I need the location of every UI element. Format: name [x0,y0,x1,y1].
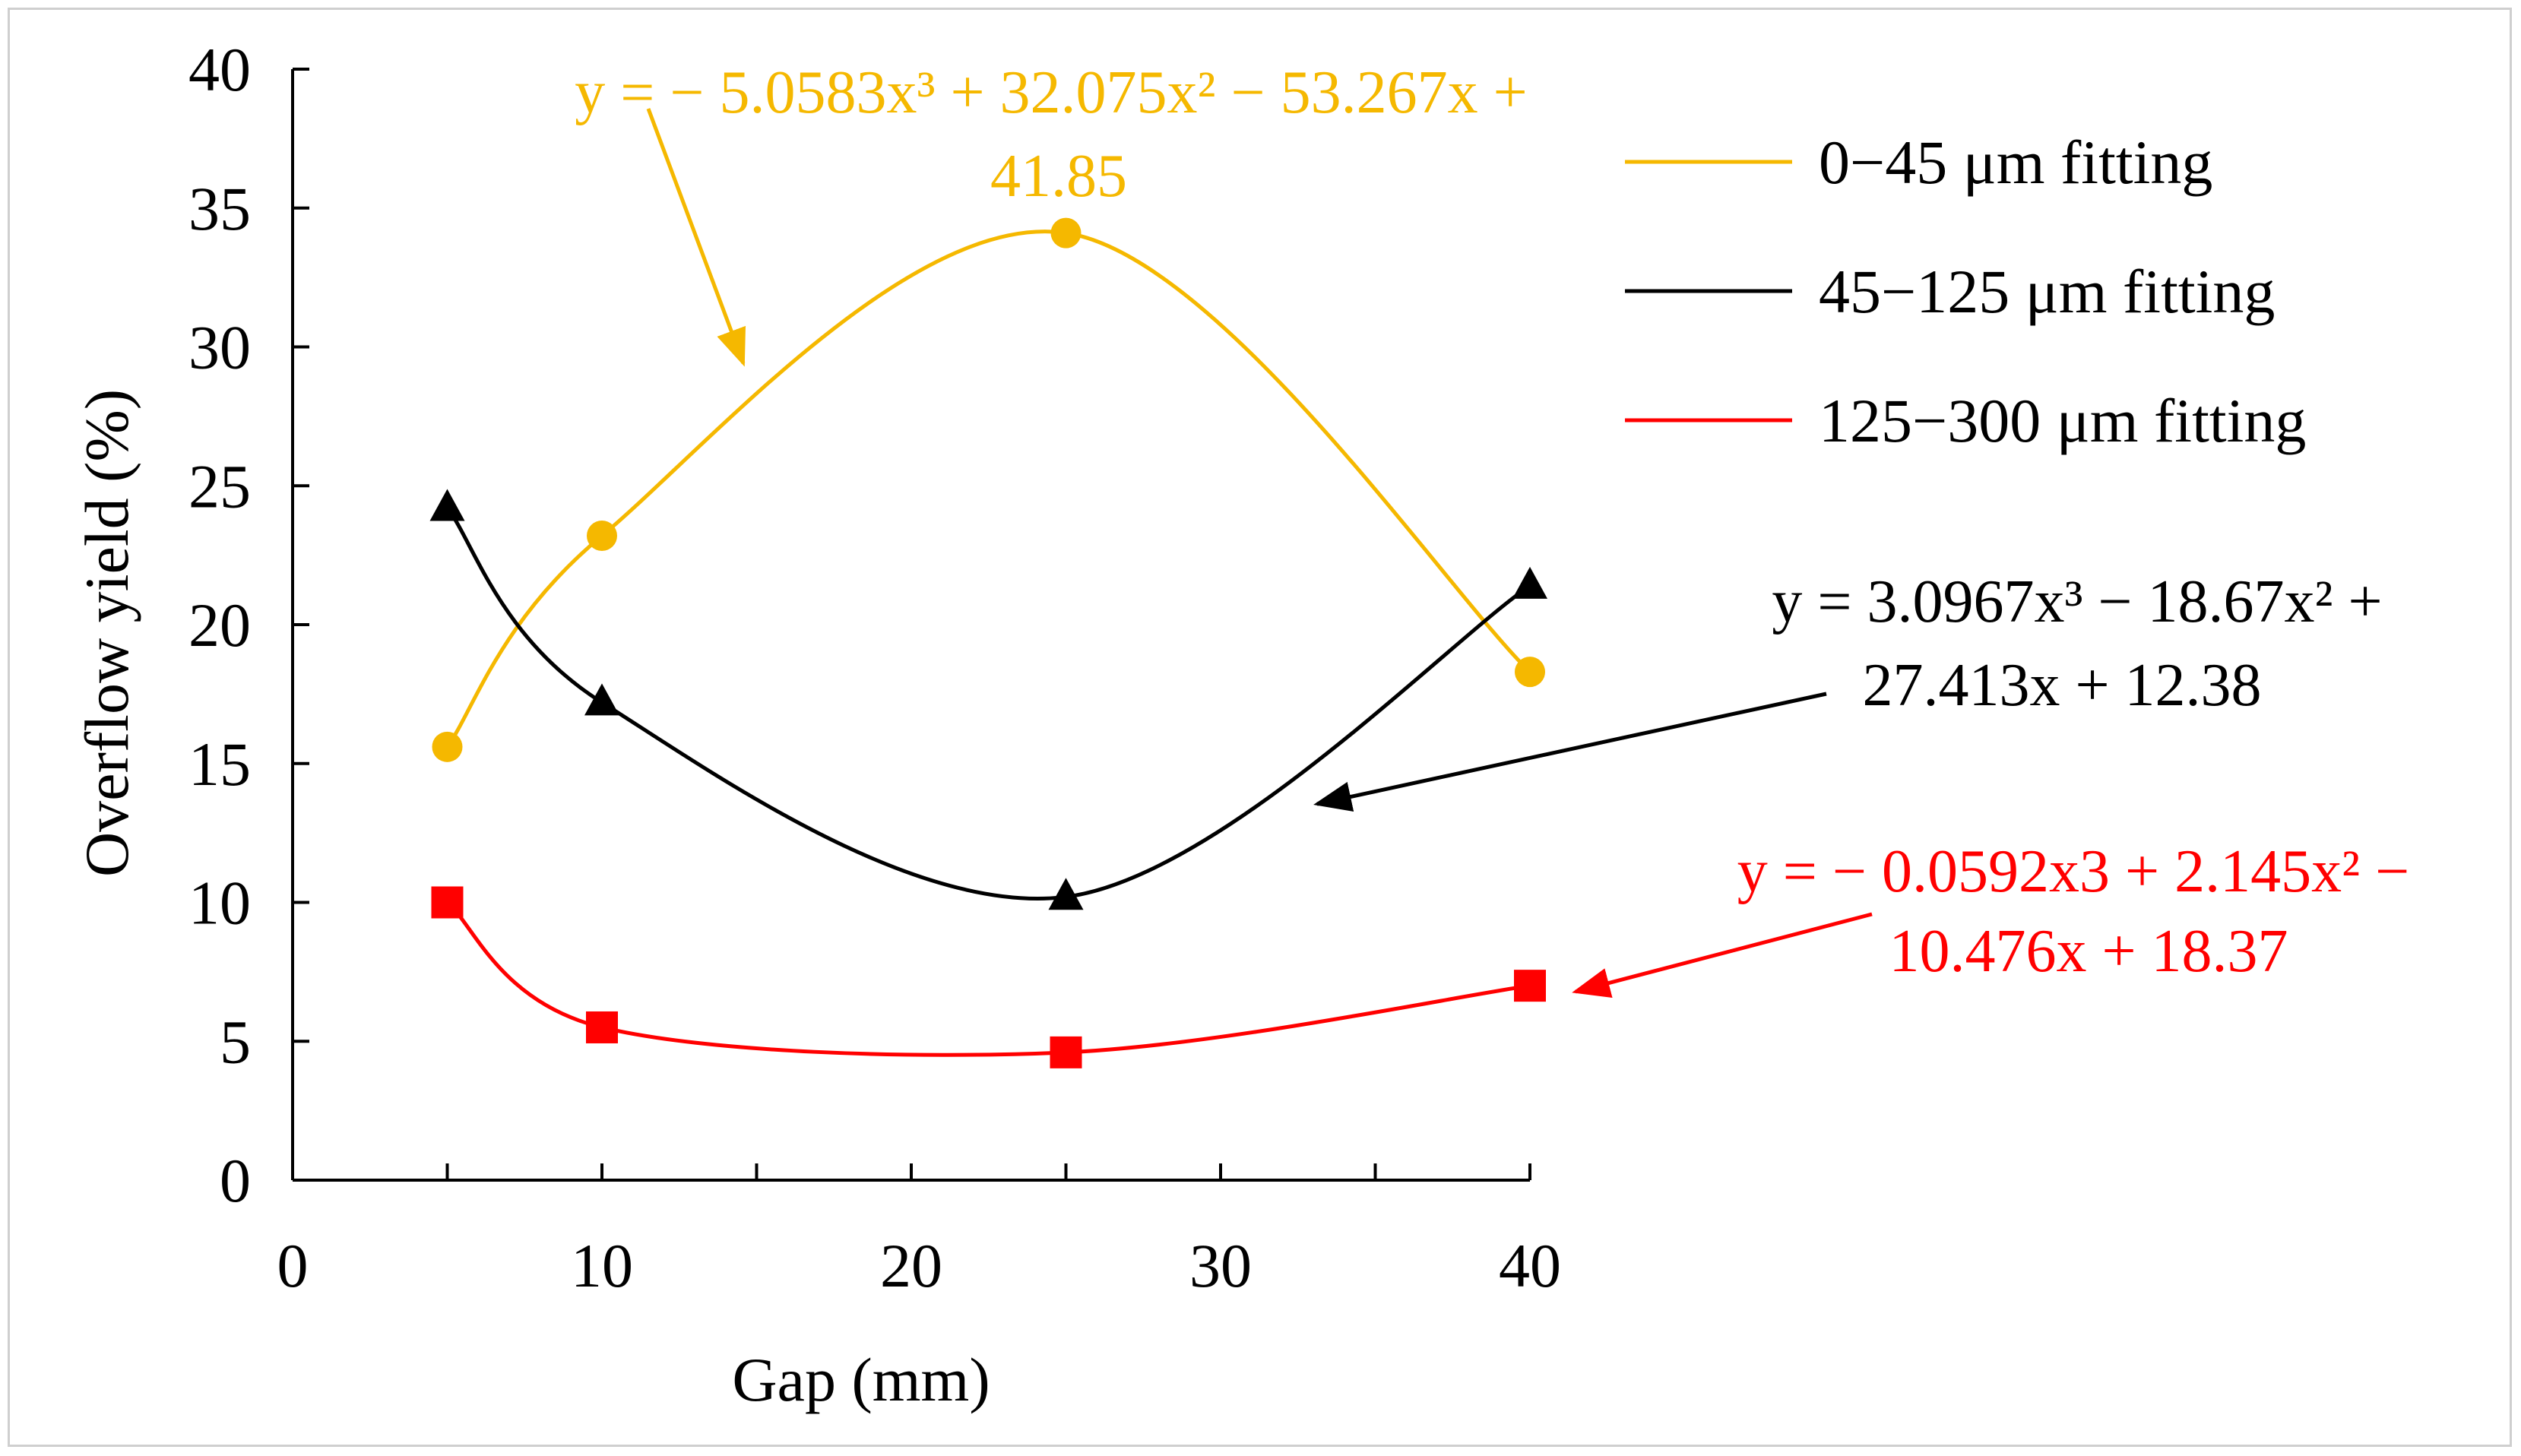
y-tick-label: 0 [220,1146,251,1215]
fitted-curves [445,229,1531,1057]
x-tick-label: 10 [571,1231,633,1300]
data-points [429,217,1547,1068]
y-tick-label: 20 [188,590,251,660]
equation-45-125-line2: 27.413x + 12.38 [1862,652,2261,719]
equation-0-45-line2: 41.85 [990,143,1127,210]
data-point-series-1-3 [1512,566,1547,599]
fit-curve-series-0 [445,229,1531,749]
y-tick-label: 10 [188,869,251,938]
equation-0-45-arrow [646,108,746,367]
data-point-series-1-0 [429,489,465,521]
y-tick-label: 30 [188,313,251,382]
equation-45-125-line1: y = 3.0967x³ − 18.67x² + [1772,568,2382,635]
axes: 0 5 10 15 20 25 30 35 40 0 10 20 30 40 [188,35,1561,1300]
y-tick-label: 5 [220,1007,251,1076]
equation-125-300-line2: 10.476x + 18.37 [1889,918,2288,985]
equation-125-300-arrow [1572,912,1873,998]
equation-annotations: y = − 5.0583x³ + 32.075x² − 53.267x + 41… [575,59,2409,998]
y-tick-label: 15 [188,730,251,799]
data-point-series-1-2 [1048,878,1084,910]
data-point-series-2-1 [586,1011,618,1043]
x-axis-title: Gap (mm) [732,1345,990,1414]
x-tick-label: 40 [1499,1231,1561,1300]
data-point-series-0-0 [432,731,463,762]
equation-0-45-line1: y = − 5.0583x³ + 32.075x² − 53.267x + [575,59,1528,126]
legend-label-0-45: 0−45 μm fitting [1819,128,2212,197]
data-point-series-2-2 [1050,1036,1082,1068]
y-tick-label: 25 [188,451,251,521]
data-point-series-1-1 [584,683,619,716]
fit-curve-series-2 [445,901,1531,1057]
legend: 0−45 μm fitting 45−125 μm fitting 125−30… [1625,128,2306,455]
y-axis-title: Overflow yield (%) [72,389,141,877]
fit-curve-series-1 [445,506,1531,901]
overflow-yield-chart: 0 5 10 15 20 25 30 35 40 0 10 20 30 40 Gap (mm) Overf… [72,35,2409,1414]
data-point-series-2-3 [1514,970,1546,1002]
data-point-series-2-0 [431,886,464,919]
legend-label-45-125: 45−125 μm fitting [1819,257,2275,326]
y-tick-label: 35 [188,174,251,243]
legend-label-125-300: 125−300 μm fitting [1819,386,2306,455]
data-point-series-0-1 [587,521,617,552]
x-tick-label: 30 [1189,1231,1252,1300]
x-tick-label: 0 [277,1231,309,1300]
y-tick-label: 40 [188,35,251,104]
data-point-series-0-3 [1515,657,1545,688]
chart-frame: 0 5 10 15 20 25 30 35 40 0 10 20 30 40 Gap (mm) Overf… [8,8,2512,1447]
data-point-series-0-2 [1050,217,1082,248]
equation-125-300-line1: y = − 0.0592x3 + 2.145x² − [1737,838,2409,905]
x-tick-label: 20 [880,1231,942,1300]
equation-45-125-arrow [1313,692,1827,812]
